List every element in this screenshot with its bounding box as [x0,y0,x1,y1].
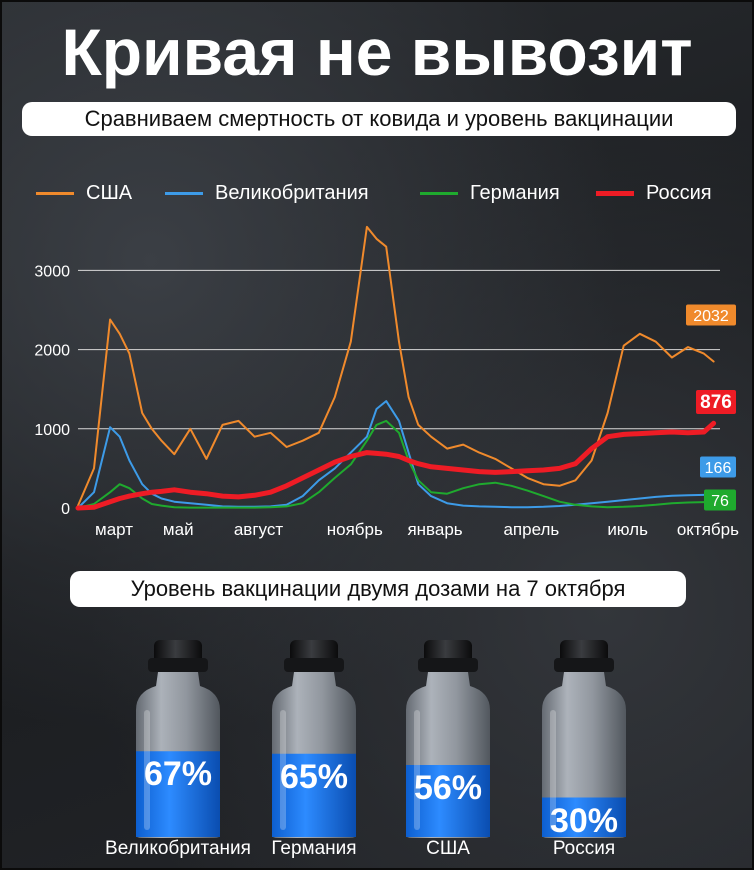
vaccination-title: Уровень вакцинации двумя дозами на 7 окт… [70,571,686,607]
vaccine-bottle: 67% [118,630,238,840]
bottle-highlight [550,710,556,830]
bottle-cap-ring [418,658,478,672]
bottle-highlight [414,710,420,830]
vaccination-percent: 65% [279,757,349,796]
vaccination-percent: 67% [143,755,213,794]
legend-swatch-de [420,192,458,195]
bottle-cap-ring [554,658,614,672]
chart-legend: США Великобритания Германия Россия [0,182,754,204]
bottle-highlight [280,710,286,830]
legend-item-de: Германия [420,182,560,205]
vaccination-percent: 30% [549,801,619,840]
end-label-usa: 2032 [693,308,729,325]
series-line-de [77,419,715,509]
end-label-box-de [704,489,736,511]
y-tick-label: 3000 [34,263,70,280]
x-tick-label: январь [407,520,462,539]
y-tick-label: 1000 [34,422,70,439]
x-tick-label: октябрь [677,520,739,539]
legend-item-uk: Великобритания [165,182,369,205]
legend-swatch-uk [165,192,203,195]
x-tick-label: апрель [503,520,559,539]
legend-label-de: Германия [470,182,560,204]
x-tick-label: июль [607,520,648,539]
end-label-box-usa [686,304,736,326]
vaccination-percent: 56% [413,769,483,807]
y-tick-label: 2000 [34,343,70,360]
legend-item-ru: Россия [596,182,712,205]
legend-swatch-ru [596,191,634,196]
vaccination-country-label: Германия [271,838,357,859]
vaccination-country-label: Россия [552,838,616,859]
vaccine-bottle: 56% [388,630,508,840]
end-label-uk: 166 [705,460,732,477]
bottle-liquid [542,797,626,837]
vaccine-bottle: 65% [254,630,374,840]
y-tick-label: 0 [61,501,70,518]
bottle-liquid [406,765,490,837]
end-label-ru: 876 [700,392,732,413]
subtitle: Сравниваем смертность от ковида и уровен… [22,102,736,136]
vaccination-country-label: США [426,838,470,859]
legend-label-uk: Великобритания [215,182,369,204]
series-line-usa [77,225,715,507]
legend-item-usa: США [36,182,132,205]
x-tick-label: май [163,520,194,539]
vaccine-bottle: 30% [524,630,644,840]
x-tick-label: март [95,520,133,539]
bottle-cap-ring [284,658,344,672]
legend-label-ru: Россия [646,182,712,204]
end-label-de: 76 [711,493,729,510]
covid-deaths-chart: 0 1000 2000 3000 март май август ноябрь январь ап… [34,225,739,539]
x-tick-label: август [234,520,283,539]
bottle-highlight [144,710,150,830]
bottle-glass [542,672,626,838]
bottle-liquid [136,751,220,837]
end-label-box-uk [700,456,736,478]
series-line-ru [75,420,717,511]
vaccination-country-label: Великобритания [105,838,251,859]
x-tick-label: ноябрь [327,520,383,539]
series-line-uk [77,400,715,509]
end-label-box-ru [696,390,736,414]
bottle-liquid [272,753,356,837]
legend-swatch-usa [36,192,74,195]
page-title: Кривая не вывозит [61,15,693,89]
bottle-cap-ring [148,658,208,672]
legend-label-usa: США [86,182,133,204]
